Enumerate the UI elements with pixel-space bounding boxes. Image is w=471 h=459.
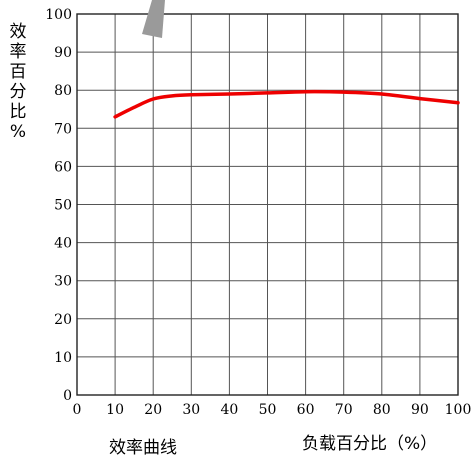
x-tick-label: 40 xyxy=(220,402,238,418)
y-axis-label-char: % xyxy=(9,122,27,142)
x-tick-label: 80 xyxy=(373,402,391,418)
data-point xyxy=(114,116,116,118)
y-tick-label: 30 xyxy=(54,274,72,290)
plot-frame xyxy=(76,13,459,396)
x-tick-labels: 0 10 20 30 40 50 60 70 80 90 100 xyxy=(73,402,471,418)
x-tick-label: 100 xyxy=(445,402,471,418)
y-tick-label: 60 xyxy=(54,159,72,175)
x-tick-label: 10 xyxy=(106,402,124,418)
grid xyxy=(77,14,458,395)
y-tick-label: 70 xyxy=(54,121,72,137)
y-axis-label-char: 百 xyxy=(9,62,27,82)
pointer-arrow xyxy=(142,0,165,38)
y-tick-label: 40 xyxy=(54,236,72,252)
y-tick-label: 90 xyxy=(54,45,72,61)
x-axis-label: 负载百分比（%） xyxy=(302,434,438,454)
data-point xyxy=(152,98,154,100)
arrow-icon xyxy=(142,0,165,38)
y-axis-label-char: 率 xyxy=(9,42,27,62)
data-point xyxy=(171,95,173,97)
x-tick-label: 20 xyxy=(144,402,162,418)
x-tick-label: 50 xyxy=(259,402,277,418)
data-point xyxy=(343,91,345,93)
data-point xyxy=(457,102,459,104)
data-point xyxy=(133,106,135,108)
x-tick-label: 70 xyxy=(335,402,353,418)
x-tick-label: 60 xyxy=(297,402,315,418)
y-axis-label-char: 效 xyxy=(9,22,27,42)
data-point xyxy=(266,92,269,94)
y-tick-label: 0 xyxy=(63,388,72,404)
x-tick-label: 30 xyxy=(182,402,200,418)
data-point xyxy=(190,94,192,96)
axes xyxy=(76,13,459,396)
efficiency-series-line xyxy=(113,89,460,119)
x-tick-label: 0 xyxy=(73,402,82,418)
y-tick-labels: 0 10 20 30 40 50 60 70 80 90 100 xyxy=(45,7,72,404)
y-tick-label: 20 xyxy=(54,312,72,328)
y-axis-label: 效率百分比% xyxy=(8,22,28,142)
series-layer xyxy=(113,89,460,119)
y-axis-label-char: 分 xyxy=(9,82,27,102)
y-tick-label: 100 xyxy=(45,7,72,23)
data-point xyxy=(228,93,230,95)
y-tick-label: 10 xyxy=(54,350,72,366)
data-point xyxy=(381,93,383,95)
y-tick-label: 50 xyxy=(54,198,72,214)
data-point xyxy=(305,91,307,93)
chart-caption: 效率曲线 xyxy=(109,438,177,458)
x-tick-label: 90 xyxy=(411,402,429,418)
y-tick-label: 80 xyxy=(54,83,72,99)
y-axis-label-char: 比 xyxy=(9,102,27,122)
data-point xyxy=(419,97,421,100)
